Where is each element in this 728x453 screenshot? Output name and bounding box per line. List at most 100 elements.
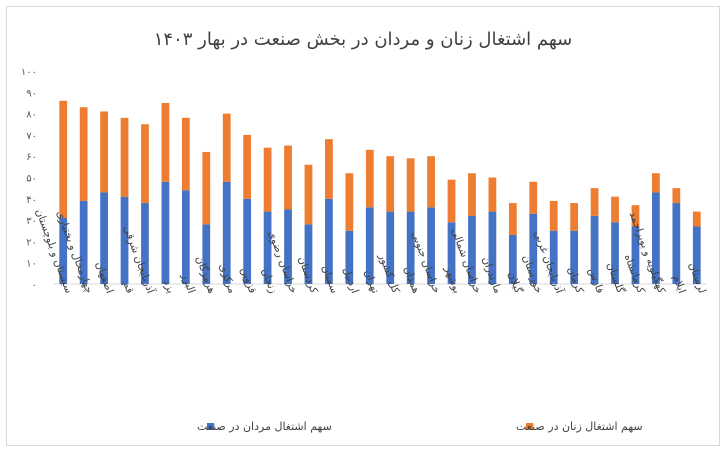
bar-men <box>304 224 313 284</box>
bar-men <box>202 224 211 284</box>
bar-men <box>222 181 231 284</box>
bar-women <box>284 145 292 210</box>
bar-women <box>447 179 456 223</box>
legend-swatch-men <box>207 423 214 430</box>
bar-women <box>243 134 252 199</box>
bar-women <box>120 117 129 197</box>
bars <box>53 100 707 285</box>
bar-women <box>386 156 395 212</box>
y-tick-label: ۲۰ <box>26 237 37 248</box>
bar-men <box>141 203 149 284</box>
bar-women <box>406 158 415 212</box>
bar-women <box>365 149 374 208</box>
bar-men <box>590 215 599 284</box>
y-tick-label: ۱۰ <box>26 259 37 270</box>
chart-svg: سهم اشتغال زنان و مردان در بخش صنعت در ب… <box>21 29 708 433</box>
x-category-label: قزوین <box>238 266 258 295</box>
x-category-label: کرمان <box>565 265 586 295</box>
bar-men <box>570 230 579 284</box>
bar-men <box>427 207 435 284</box>
y-tick-label: ۳۰ <box>26 216 37 227</box>
bar-women <box>345 173 354 231</box>
x-category-label: تهران <box>362 268 382 295</box>
bar-women <box>325 139 333 199</box>
bar-women <box>468 173 476 216</box>
bar-women <box>672 188 681 204</box>
y-tick-label: ۷۰ <box>26 131 37 142</box>
x-category-label: اردبیل <box>340 266 360 295</box>
y-tick-label: ۵۰ <box>26 174 37 185</box>
legend: سهم اشتغال مردان در صنعت سهم اشتغال زنان … <box>197 420 643 433</box>
x-category-label: مرکزی <box>216 262 238 295</box>
bar-men <box>365 207 374 284</box>
bar-women <box>508 203 517 236</box>
chart-title: سهم اشتغال زنان و مردان در بخش صنعت در ب… <box>154 29 572 50</box>
y-axis: ۰ ۱۰ ۲۰ ۳۰ ۴۰ ۵۰ ۶۰ ۷۰ ۸۰ ۹۰ ۱۰۰ <box>21 67 37 291</box>
bar-men <box>59 217 68 284</box>
x-category-label: زنجان <box>259 267 279 295</box>
bar-men <box>79 200 88 284</box>
bar-women <box>427 156 435 208</box>
bar-men <box>120 196 129 284</box>
bar-women <box>263 147 272 212</box>
bar-women <box>59 100 68 218</box>
y-tick-label: ۱۰۰ <box>21 67 37 78</box>
bar-men <box>549 230 558 284</box>
chart-frame: سهم اشتغال زنان و مردان در بخش صنعت در ب… <box>6 6 720 446</box>
y-tick-label: ۶۰ <box>26 152 37 163</box>
bar-women <box>141 124 149 204</box>
bar-men <box>468 215 476 284</box>
x-category-label: سمنان <box>319 264 340 295</box>
bar-men <box>284 209 292 284</box>
bar-women <box>79 107 88 201</box>
legend-label-women: سهم اشتغال زنان در صنعت <box>516 420 643 433</box>
bar-men <box>652 192 660 284</box>
x-category-label: لرستان <box>686 261 708 295</box>
x-category-label: گلستان <box>604 261 627 295</box>
x-category-label: البرز <box>179 271 198 295</box>
x-category-label: فارس <box>586 266 606 295</box>
bar-men <box>406 211 415 284</box>
bar-men <box>447 222 456 284</box>
bar-men <box>631 226 640 284</box>
bar-women <box>100 111 108 193</box>
y-tick-label: ۹۰ <box>26 88 37 99</box>
bar-men <box>672 203 681 284</box>
legend-label-men: سهم اشتغال مردان در صنعت <box>197 420 332 433</box>
bar-women <box>692 211 701 227</box>
bar-women <box>488 177 497 212</box>
x-category-label: بوشهر <box>442 264 463 295</box>
bar-women <box>611 196 619 223</box>
bar-women <box>222 113 231 182</box>
bar-women <box>181 117 190 191</box>
y-tick-label: ۴۰ <box>26 195 37 206</box>
bar-men <box>325 198 333 284</box>
bar-women <box>631 205 640 227</box>
bar-men <box>529 213 538 284</box>
bar-women <box>549 200 558 231</box>
x-category-label: ایلام <box>670 273 688 295</box>
y-tick-label: ۸۰ <box>26 110 37 121</box>
x-category-label: یزد <box>161 278 177 295</box>
x-category-label: گیلان <box>505 270 525 295</box>
bar-women <box>161 102 170 182</box>
bar-men <box>386 211 395 284</box>
bar-women <box>304 164 313 225</box>
bar-men <box>243 198 252 284</box>
bar-men <box>611 222 619 284</box>
bar-men <box>161 181 170 284</box>
bar-women <box>590 188 599 216</box>
legend-swatch-women <box>526 423 533 430</box>
bar-women <box>202 151 211 225</box>
bar-men <box>100 192 108 284</box>
x-category-label: اصفهان <box>93 260 116 295</box>
bar-men <box>345 230 354 284</box>
bar-men <box>692 226 701 284</box>
bar-women <box>570 203 579 231</box>
x-category-label: قم <box>121 280 136 295</box>
bar-women <box>529 181 538 214</box>
y-tick-label: ۰ <box>32 280 37 291</box>
x-category-label: همدان <box>401 265 422 295</box>
bar-men <box>181 190 190 284</box>
bar-men <box>263 211 272 284</box>
